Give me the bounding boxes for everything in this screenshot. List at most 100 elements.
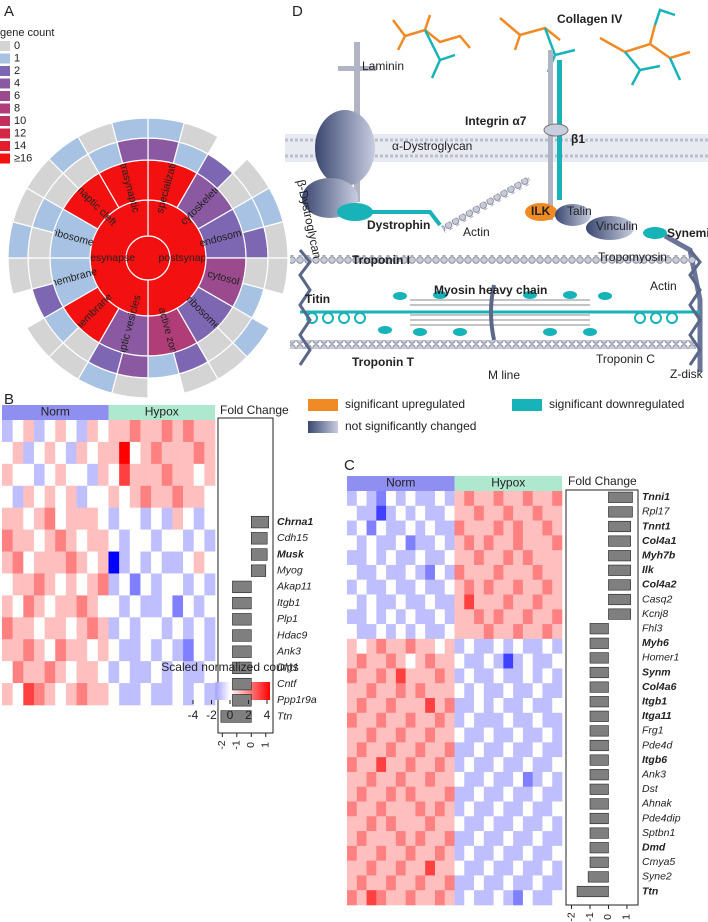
heatmap-cell <box>434 564 446 581</box>
heatmap-cell <box>444 757 455 773</box>
heatmap-cell <box>532 579 543 595</box>
heatmap-cell <box>129 463 141 487</box>
heatmap-cell <box>395 535 406 551</box>
legend-label: significant upregulated <box>345 397 465 411</box>
heatmap-cell <box>405 712 416 728</box>
heatmap-cell <box>204 485 216 508</box>
sunburst-segment <box>27 257 55 290</box>
heatmap-cell <box>454 712 465 728</box>
heatmap-cell <box>405 491 416 507</box>
heatmap-cell <box>97 617 109 640</box>
heatmap-cell <box>425 816 436 832</box>
heatmap-cell <box>474 875 485 891</box>
legend-swatch <box>308 399 338 411</box>
sunburst-segment <box>241 226 269 259</box>
heatmap-cell <box>415 653 426 669</box>
heatmap-cell <box>356 742 367 758</box>
heatmap-cell <box>376 712 387 728</box>
fold-change-bar <box>220 710 252 723</box>
heatmap-cell <box>87 485 99 508</box>
heatmap-cell <box>513 712 524 728</box>
heatmap-cell <box>366 624 377 640</box>
heatmap-cell <box>522 683 533 699</box>
legend-swatch <box>0 116 10 126</box>
heatmap-cell <box>434 816 446 832</box>
heatmap-cell <box>513 520 524 536</box>
heatmap-cell <box>65 551 77 574</box>
gene-label: Ttn <box>642 885 658 897</box>
heatmap-cell <box>503 860 514 876</box>
heatmap-cell <box>172 529 184 552</box>
heatmap-cell <box>513 505 524 521</box>
heatmap-cell <box>513 698 524 714</box>
heatmap-cell <box>366 550 377 566</box>
heatmap-cell <box>425 786 436 802</box>
heatmap-cell <box>542 564 553 581</box>
group-label: Hypox <box>491 476 525 490</box>
heatmap-cell <box>347 890 358 906</box>
heatmap-cell <box>193 573 205 596</box>
heatmap-cell <box>97 485 109 508</box>
legend-swatch <box>0 78 10 89</box>
heatmap-cell <box>552 668 563 684</box>
heatmap-cell <box>119 573 131 596</box>
heatmap-cell <box>532 860 543 876</box>
heatmap-cell <box>493 860 504 876</box>
heatmap-cell <box>493 624 504 640</box>
diagram-label: α-Dystroglycan <box>392 139 472 153</box>
gene-label: Ank3 <box>641 768 666 780</box>
fold-change-bar <box>250 548 268 561</box>
heatmap-cell <box>542 624 553 640</box>
heatmap-cell <box>474 683 485 699</box>
heatmap-cell <box>483 786 494 802</box>
heatmap-cell <box>140 463 152 487</box>
heatmap-cell <box>542 727 553 743</box>
heatmap-cell <box>483 771 494 788</box>
fold-change-bar <box>232 629 252 642</box>
heatmap-cell <box>356 831 367 847</box>
diagram-label: Laminin <box>362 59 404 73</box>
heatmap-cell <box>76 683 88 706</box>
heatmap-cell <box>493 831 504 847</box>
heatmap-cell <box>44 617 56 640</box>
heatmap-cell <box>33 529 45 552</box>
heatmap-cell <box>376 771 387 788</box>
heatmap-cell <box>376 638 387 654</box>
heatmap-cell <box>425 624 436 640</box>
heatmap-cell <box>204 507 216 530</box>
heatmap-cell <box>366 801 377 817</box>
heatmap-cell <box>129 420 141 443</box>
heatmap-cell <box>503 786 514 802</box>
heatmap-cell <box>395 816 406 832</box>
heatmap-cell <box>386 668 397 684</box>
heatmap-cell <box>552 698 563 714</box>
heatmap-cell <box>395 624 406 640</box>
heatmap-cell <box>347 698 358 714</box>
heatmap-cell <box>376 727 387 743</box>
heatmap-cell <box>444 698 455 714</box>
legend-label: 6 <box>14 90 20 102</box>
heatmap-cell <box>33 551 45 574</box>
heatmap-cell <box>493 890 504 906</box>
gene-label: Hdac9 <box>277 629 308 641</box>
heatmap-cell <box>464 875 475 891</box>
heatmap-cell <box>97 463 109 487</box>
heatmap-cell <box>395 491 406 507</box>
heatmap-cell <box>172 441 184 465</box>
heatmap-cell <box>2 529 13 552</box>
heatmap-cell <box>405 727 416 743</box>
heatmap-cell <box>55 595 67 618</box>
fold-change-bar <box>589 856 609 868</box>
heatmap-cell <box>522 564 533 581</box>
heatmap-cell <box>454 801 465 817</box>
fold-change-bar <box>232 613 252 626</box>
heatmap-cell <box>513 550 524 566</box>
heatmap-cell <box>444 505 455 521</box>
heatmap-cell <box>347 535 358 551</box>
heatmap-cell <box>522 535 533 551</box>
heatmap-cell <box>172 420 184 443</box>
heatmap-cell <box>33 639 45 662</box>
heatmap-cell <box>129 595 141 618</box>
heatmap-cell <box>386 845 397 861</box>
sunburst-segment <box>7 221 33 259</box>
